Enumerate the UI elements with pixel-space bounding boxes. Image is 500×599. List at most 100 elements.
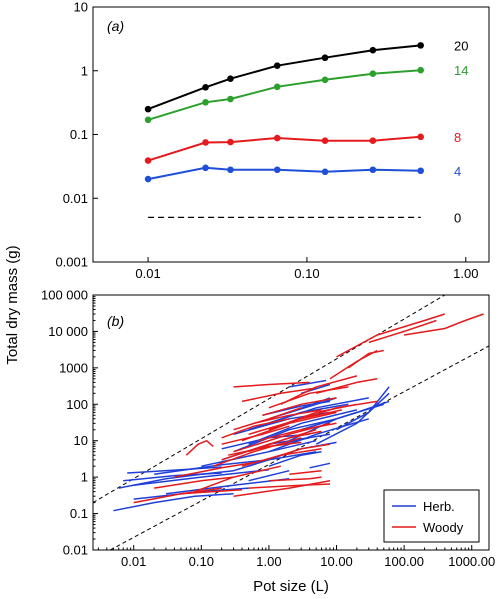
study-line-woody <box>233 479 331 497</box>
series-label-8: 8 <box>454 130 461 145</box>
y-tick-label: 1 <box>81 63 88 78</box>
data-point-14 <box>369 70 377 77</box>
series-line-14 <box>147 69 421 121</box>
study-line-woody <box>347 349 384 369</box>
panel-a-marks: 20 14 8 4 0 <box>144 38 468 225</box>
y-tick-label: 0.01 <box>63 191 88 206</box>
panel-b-ticks: 0.01 0.10 1.00 10.00 100.00 1000.00 0.01 0.1 1 10… <box>41 288 495 570</box>
y-tick-label: 100 <box>66 397 88 412</box>
series-line-8 <box>147 135 421 162</box>
study-line-herb <box>133 468 269 486</box>
study-line-herb <box>309 462 331 469</box>
y-tick-label: 0.1 <box>70 506 88 521</box>
legend-label-herb: Herb. <box>423 499 455 514</box>
legend-label-woody: Woody <box>423 520 464 535</box>
study-line-woody <box>265 443 331 461</box>
study-line-herb <box>153 459 269 476</box>
legend-box <box>383 489 480 543</box>
data-point-8 <box>227 138 234 146</box>
series-label-0: 0 <box>454 210 461 225</box>
panel-a-ticks: 0.01 0.10 1.00 0.001 0.01 0.1 1 10 <box>55 0 478 281</box>
data-point-20 <box>227 75 234 83</box>
study-line-woody <box>180 489 243 495</box>
data-point-8 <box>321 137 329 144</box>
legend: Herb. Woody <box>383 489 480 543</box>
study-line-woody <box>233 381 310 388</box>
x-tick-label: 0.01 <box>121 554 146 569</box>
data-point-4 <box>144 175 152 183</box>
panel-b: (b) 0.01 0.10 1.00 10.00 100.00 1000.000.010.… <box>41 288 495 570</box>
data-point-14 <box>144 116 152 124</box>
study-line-woody <box>258 422 337 442</box>
study-line-woody <box>233 407 302 431</box>
data-point-8 <box>273 134 281 142</box>
study-line-woody <box>300 400 378 420</box>
y-tick-label: 0.001 <box>55 255 88 270</box>
y-tick-label: 10 <box>74 0 88 15</box>
data-point-20 <box>144 105 152 113</box>
study-line-herb <box>268 450 322 467</box>
study-line-herb <box>248 409 358 445</box>
study-line-woody <box>133 487 222 504</box>
study-line-woody <box>221 418 290 439</box>
study-line-woody <box>228 441 302 456</box>
data-point-14 <box>202 98 209 106</box>
x-tick-label: 1.00 <box>256 554 281 569</box>
study-line-herb <box>233 418 337 453</box>
data-point-4 <box>202 164 209 172</box>
study-line-herb <box>268 397 369 425</box>
panel-b-plot-area <box>93 295 489 550</box>
x-tick-label: 100.00 <box>384 554 424 569</box>
study-line-woody <box>403 313 484 336</box>
study-line-woody <box>268 476 322 482</box>
y-tick-label: 0.01 <box>63 543 88 558</box>
study-line-woody <box>153 476 234 489</box>
study-line-herb <box>268 418 370 453</box>
x-tick-label: 0.01 <box>135 266 160 281</box>
reference-line-2 <box>110 345 489 550</box>
data-point-20 <box>417 42 424 49</box>
study-line-herb <box>289 379 327 388</box>
data-point-14 <box>321 76 329 84</box>
study-line-woody <box>212 437 302 467</box>
data-point-20 <box>273 62 281 70</box>
data-point-14 <box>227 95 234 103</box>
study-line-herb <box>127 466 222 474</box>
panel-b-marks <box>93 295 489 550</box>
data-point-4 <box>321 168 329 176</box>
data-point-14 <box>273 83 281 91</box>
x-tick-label: 10.00 <box>320 554 353 569</box>
study-line-herb <box>113 493 234 512</box>
panel-b-label: (b) <box>107 313 124 329</box>
study-line-woody <box>194 465 281 493</box>
study-line-woody <box>368 319 437 344</box>
study-line-herb <box>315 392 390 445</box>
study-line-herb <box>248 469 290 482</box>
study-line-woody <box>248 430 322 453</box>
panel-a: (a) 0.01 0.10 1.00 0.001 0.01 0.1 1 10 20 14 8 4 0 <box>55 0 490 281</box>
y-tick-label: 100 000 <box>41 288 88 303</box>
y-tick-label: 0.1 <box>70 127 88 142</box>
y-tick-label: 10 <box>74 433 88 448</box>
series-label-4: 4 <box>454 164 461 179</box>
series-line-4 <box>147 166 421 181</box>
study-line-woody <box>185 439 214 456</box>
x-tick-label: 1.00 <box>453 266 478 281</box>
data-point-8 <box>417 133 424 141</box>
series-label-20: 20 <box>454 38 468 53</box>
panel-b-frame <box>92 294 490 551</box>
study-line-herb <box>336 386 390 431</box>
data-point-20 <box>202 84 209 91</box>
data-point-8 <box>202 139 209 146</box>
study-line-woody <box>280 375 358 405</box>
study-line-woody <box>316 378 378 395</box>
study-line-woody <box>336 313 446 358</box>
panel-a-label: (a) <box>107 18 124 34</box>
y-tick-label: 1000 <box>59 360 88 375</box>
data-point-20 <box>321 54 329 62</box>
data-point-4 <box>417 167 424 175</box>
data-point-4 <box>227 166 234 174</box>
data-point-8 <box>369 137 377 144</box>
data-point-8 <box>144 157 152 164</box>
